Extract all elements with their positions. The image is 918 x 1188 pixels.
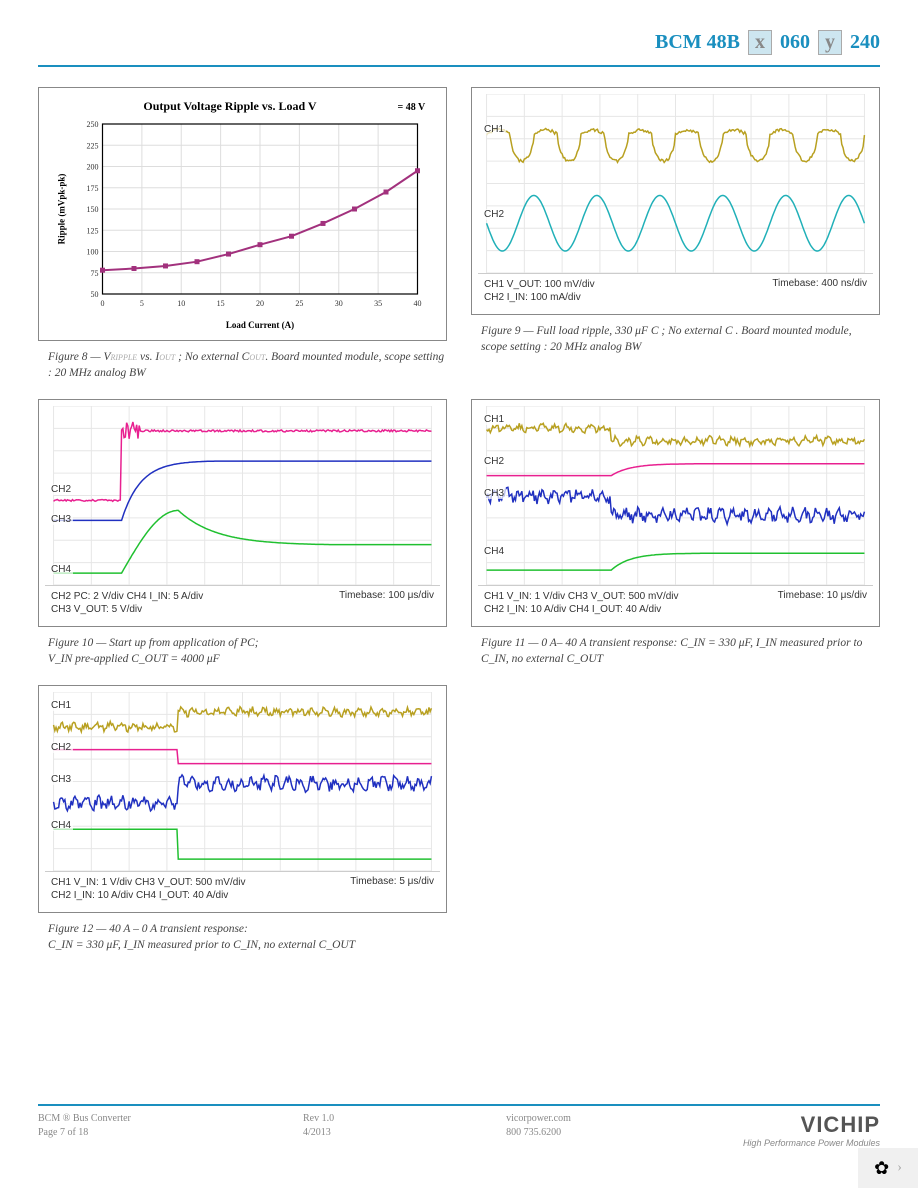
figure-12-frame: CH1 CH2 CH3 CH4 CH1 V_IN: 1 V/div CH3 V_OUT…: [38, 685, 447, 913]
figure-9-frame: CH1 CH2 CH1 V_OUT: 100 mV/div CH2 I_IN: 1…: [471, 87, 880, 315]
logo-main: VICHIP: [743, 1112, 880, 1138]
figure-8-frame: 0 5 10 15 20 25 30 35 40 50 75 100 125 150 175 200 225 25…: [38, 87, 447, 341]
svg-text:100: 100: [87, 248, 99, 257]
footer-rev: Rev 1.0: [303, 1112, 334, 1126]
footer-phone: 800 735.6200: [506, 1126, 571, 1140]
channel-label: CH1: [482, 414, 506, 425]
chevron-right-icon[interactable]: ›: [897, 1160, 902, 1176]
svg-text:40: 40: [414, 299, 422, 308]
header-p3: 240: [850, 31, 880, 53]
figure-8-caption: Figure 8 — VRIPPLE vs. IOUT ; No externa…: [38, 349, 447, 381]
page-header: BCM 48B x 060 y 240: [38, 30, 880, 67]
figure-10-info: CH2 PC: 2 V/div CH4 I_IN: 5 A/div CH3 V_…: [45, 586, 440, 620]
channel-label: CH2: [482, 209, 506, 220]
figure-11-waveform: CH1 CH2 CH3 CH4: [478, 406, 873, 586]
footer-product: BCM ® Bus Converter: [38, 1112, 131, 1126]
header-p2: 060: [780, 31, 810, 53]
figure-12-info: CH1 V_IN: 1 V/div CH3 V_OUT: 500 mV/div …: [45, 872, 440, 906]
figure-12-info-left: CH1 V_IN: 1 V/div CH3 V_OUT: 500 mV/div …: [51, 876, 246, 902]
footer-url: vicorpower.com: [506, 1112, 571, 1126]
channel-label: CH4: [482, 546, 506, 557]
channel-label: CH2: [49, 742, 73, 753]
header-prefix: BCM: [655, 31, 702, 53]
svg-text:175: 175: [87, 184, 99, 193]
swirl-icon: ✿: [874, 1158, 889, 1179]
footer-col-1: BCM ® Bus Converter Page 7 of 18: [38, 1112, 131, 1140]
figure-12-scope: CH1 CH2 CH3 CH4 CH1 V_IN: 1 V/div CH3 V_OUT…: [45, 692, 440, 906]
channel-label: CH4: [49, 820, 73, 831]
channel-label: CH3: [482, 488, 506, 499]
figure-9-info-left: CH1 V_OUT: 100 mV/div CH2 I_IN: 100 mA/d…: [484, 278, 595, 304]
figure-8-chart: 0 5 10 15 20 25 30 35 40 50 75 100 125 150 175 200 225 25…: [45, 94, 440, 334]
svg-text:250: 250: [87, 120, 99, 129]
figure-9: CH1 CH2 CH1 V_OUT: 100 mV/div CH2 I_IN: 1…: [471, 87, 880, 381]
header-box1: x: [748, 30, 772, 55]
figure-10-info-left: CH2 PC: 2 V/div CH4 I_IN: 5 A/div CH3 V_…: [51, 590, 203, 616]
footer-col-2: Rev 1.0 4/2013: [303, 1112, 334, 1140]
footer-date: 4/2013: [303, 1126, 334, 1140]
figure-12-info-right: Timebase: 5 μs/div: [350, 876, 434, 902]
figure-9-info: CH1 V_OUT: 100 mV/div CH2 I_IN: 100 mA/d…: [478, 274, 873, 308]
footer-col-3: vicorpower.com 800 735.6200: [506, 1112, 571, 1140]
figure-11: CH1 CH2 CH3 CH4 CH1 V_IN: 1 V/div CH3 V_OUT…: [471, 399, 880, 667]
footer-logo: VICHIP High Performance Power Modules: [743, 1112, 880, 1148]
svg-text:Ripple (mVpk-pk): Ripple (mVpk-pk): [57, 174, 67, 245]
svg-text:Load Current (A): Load Current (A): [226, 320, 294, 330]
figure-11-info-left: CH1 V_IN: 1 V/div CH3 V_OUT: 500 mV/div …: [484, 590, 679, 616]
figure-11-scope: CH1 CH2 CH3 CH4 CH1 V_IN: 1 V/div CH3 V_OUT…: [478, 406, 873, 620]
svg-text:35: 35: [374, 299, 382, 308]
svg-text:20: 20: [256, 299, 264, 308]
figure-9-scope: CH1 CH2 CH1 V_OUT: 100 mV/div CH2 I_IN: 1…: [478, 94, 873, 308]
channel-label: CH2: [482, 456, 506, 467]
svg-text:25: 25: [295, 299, 303, 308]
figure-11-caption: Figure 11 — 0 A– 40 A transient response…: [471, 635, 880, 667]
figures-grid: 0 5 10 15 20 25 30 35 40 50 75 100 125 150 175 200 225 25…: [38, 87, 880, 954]
figure-12-waveform: CH1 CH2 CH3 CH4: [45, 692, 440, 872]
footer-page: Page 7 of 18: [38, 1126, 131, 1140]
channel-label: CH1: [482, 124, 506, 135]
figure-10-scope: CH2 CH3 CH4 CH2 PC: 2 V/div CH4 I_IN: 5 A/…: [45, 406, 440, 620]
figure-11-frame: CH1 CH2 CH3 CH4 CH1 V_IN: 1 V/div CH3 V_OUT…: [471, 399, 880, 627]
page-footer: BCM ® Bus Converter Page 7 of 18 Rev 1.0…: [38, 1104, 880, 1148]
svg-text:10: 10: [177, 299, 185, 308]
figure-10-frame: CH2 CH3 CH4 CH2 PC: 2 V/div CH4 I_IN: 5 A/…: [38, 399, 447, 627]
svg-text:0: 0: [101, 299, 105, 308]
channel-label: CH1: [49, 700, 73, 711]
svg-text:125: 125: [87, 226, 99, 235]
channel-label: CH3: [49, 514, 73, 525]
figure-11-info-right: Timebase: 10 μs/div: [778, 590, 867, 616]
svg-text:150: 150: [87, 205, 99, 214]
figure-9-info-right: Timebase: 400 ns/div: [772, 278, 867, 304]
figure-10: CH2 CH3 CH4 CH2 PC: 2 V/div CH4 I_IN: 5 A/…: [38, 399, 447, 667]
figure-12: CH1 CH2 CH3 CH4 CH1 V_IN: 1 V/div CH3 V_OUT…: [38, 685, 447, 953]
svg-text:Output Voltage Ripple vs. Load: Output Voltage Ripple vs. Load V: [143, 99, 316, 113]
svg-text:225: 225: [87, 141, 99, 150]
figure-10-caption: Figure 10 — Start up from application of…: [38, 635, 447, 667]
figure-9-caption: Figure 9 — Full load ripple, 330 μF C ; …: [471, 323, 880, 355]
svg-text:75: 75: [91, 269, 99, 278]
svg-text:30: 30: [335, 299, 343, 308]
corner-widget[interactable]: ✿ ›: [858, 1148, 918, 1188]
svg-text:15: 15: [217, 299, 225, 308]
figure-10-waveform: CH2 CH3 CH4: [45, 406, 440, 586]
header-p1: 48B: [707, 31, 740, 53]
channel-label: CH3: [49, 774, 73, 785]
channel-label: CH4: [49, 564, 73, 575]
svg-text:50: 50: [91, 290, 99, 299]
svg-text:5: 5: [140, 299, 144, 308]
figure-12-caption: Figure 12 — 40 A – 0 A transient respons…: [38, 921, 447, 953]
figure-10-info-right: Timebase: 100 μs/div: [339, 590, 434, 616]
header-box2: y: [818, 30, 842, 55]
svg-text:= 48 V: = 48 V: [398, 102, 427, 113]
logo-sub: High Performance Power Modules: [743, 1138, 880, 1148]
svg-text:200: 200: [87, 163, 99, 172]
figure-9-waveform: CH1 CH2: [478, 94, 873, 274]
figure-8: 0 5 10 15 20 25 30 35 40 50 75 100 125 150 175 200 225 25…: [38, 87, 447, 381]
figure-11-info: CH1 V_IN: 1 V/div CH3 V_OUT: 500 mV/div …: [478, 586, 873, 620]
channel-label: CH2: [49, 484, 73, 495]
